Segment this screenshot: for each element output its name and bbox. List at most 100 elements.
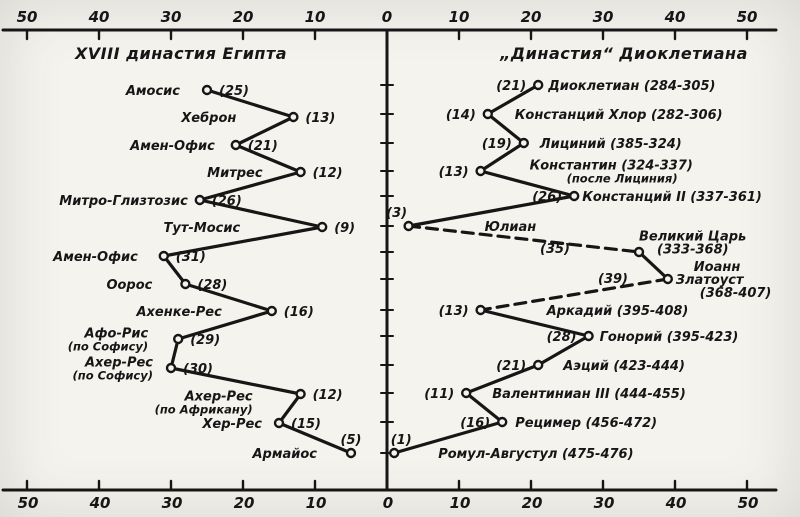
axis-tick-label: 40: [664, 8, 686, 26]
data-point-marker: [533, 359, 544, 371]
point-name-label: Констанций II (337-361): [582, 190, 762, 205]
series-line-segment: [464, 363, 540, 395]
data-point-marker: [633, 246, 645, 258]
point-value-label: (1): [391, 433, 412, 448]
data-point-marker: [461, 387, 472, 399]
point-value-label: (28): [197, 278, 227, 293]
point-name-label: (333-368): [657, 243, 729, 258]
data-point-marker: [288, 111, 299, 123]
point-value-label: (5): [341, 433, 362, 448]
point-name-label: Рецимер (456-472): [515, 416, 657, 431]
data-point-marker: [201, 84, 213, 96]
data-point-marker: [403, 220, 414, 232]
data-point-marker: [317, 221, 328, 233]
point-name-label: Аркадий (395-408): [546, 304, 689, 319]
axis-tick-label: 50: [17, 8, 38, 26]
axis-tick-label: 0: [383, 494, 393, 512]
series-line-segment: [234, 143, 303, 174]
axis-tick-label: 20: [234, 494, 255, 512]
point-value-label: (29): [190, 333, 220, 348]
point-name-label: Констанций Хлор (282-306): [515, 108, 723, 123]
series-line-segment: [392, 420, 504, 455]
series-line-segment: [486, 83, 540, 116]
axis-tick-label: 10: [305, 8, 326, 26]
data-point-marker: [482, 108, 493, 120]
point-value-label: (13): [439, 165, 469, 180]
point-value-label: (35): [540, 242, 570, 257]
series-line-segment: [198, 198, 324, 229]
axis-tick-label: 30: [161, 8, 182, 26]
point-name-label: Ахер-Рес: [84, 356, 153, 371]
point-value-label: (21): [496, 359, 526, 374]
point-name-label: (по Африкану): [155, 403, 253, 417]
data-point-marker: [662, 273, 673, 285]
series-line-segment: [407, 194, 576, 228]
point-value-label: (3): [386, 206, 407, 221]
series-line-segment: [637, 250, 670, 281]
axis-tick-label: 20: [521, 8, 542, 26]
series-line-segment: [479, 308, 591, 338]
point-value-label: (26): [532, 190, 562, 205]
point-name-label: Афо-Рис: [84, 327, 149, 342]
point-value-label: (16): [284, 305, 314, 320]
series-line-segment: [183, 282, 274, 313]
point-value-label: (9): [334, 221, 355, 236]
point-value-label: (14): [446, 108, 476, 123]
series-line-segment: [479, 169, 576, 198]
data-point-marker: [295, 166, 306, 178]
point-name-label: Тут-Мосис: [164, 221, 241, 236]
data-point-marker: [194, 194, 206, 206]
data-point-marker: [345, 447, 357, 459]
data-point-marker: [518, 137, 529, 149]
point-name-label: Хер-Рес: [201, 417, 262, 432]
axis-tick-label: 10: [450, 494, 471, 512]
series-line-segment: [277, 392, 303, 425]
point-value-label: (13): [305, 111, 335, 126]
series-line-segment: [479, 141, 526, 173]
point-name-label: Оорос: [106, 278, 152, 293]
point-name-label: Ахер-Рес: [184, 390, 253, 405]
axis-tick-label: 20: [233, 8, 254, 26]
data-point-marker: [295, 388, 306, 400]
point-name-label: Амен-Офис: [129, 139, 215, 154]
point-value-label: (28): [547, 330, 577, 345]
point-value-label: (11): [424, 387, 454, 402]
point-name-label: Константин (324-337): [530, 159, 693, 174]
data-point-marker: [497, 416, 508, 428]
axis-tick-label: 10: [449, 8, 470, 26]
point-value-label: (25): [219, 84, 249, 99]
axis-tick-label: 20: [522, 494, 543, 512]
axis-tick-label: 10: [306, 494, 327, 512]
data-point-marker: [389, 447, 400, 459]
axis-tick-label: 0: [382, 8, 392, 26]
axis-tick-label: 50: [738, 494, 759, 512]
point-name-label: Митро-Глизтозис: [59, 194, 188, 209]
data-point-marker: [180, 278, 191, 290]
axis-tick-label: 30: [594, 494, 615, 512]
series-line-segment: [205, 88, 295, 119]
point-value-label: (21): [496, 79, 526, 94]
point-name-label: Лициний (385-324): [539, 137, 682, 152]
axis-tick-label: 30: [593, 8, 614, 26]
point-name-label: Гонорий (395-423): [600, 330, 739, 345]
point-name-label: Юлиан: [485, 220, 537, 235]
point-value-label: (12): [313, 166, 343, 181]
data-point-marker: [165, 362, 177, 374]
series-line-segment: [198, 170, 303, 202]
series-line-segment: [169, 366, 303, 396]
point-value-label: (39): [598, 272, 628, 287]
point-value-label: (19): [482, 137, 512, 152]
axis-tick-label: 50: [18, 494, 39, 512]
point-name-label: Митрес: [207, 166, 263, 181]
point-value-label: (21): [248, 139, 278, 154]
point-value-label: (31): [176, 250, 206, 265]
right-dynasty-title: „Династия“ Диоклетиана: [500, 44, 748, 63]
series-line-segment: [162, 254, 187, 286]
point-name-label: Диоклетиан (284-305): [547, 79, 715, 94]
data-point-marker: [158, 250, 170, 262]
series-line-segment: [176, 309, 274, 341]
series-line-segment: [162, 225, 324, 258]
point-name-label: Ахенке-Рес: [135, 305, 222, 320]
data-point-marker: [172, 333, 184, 345]
